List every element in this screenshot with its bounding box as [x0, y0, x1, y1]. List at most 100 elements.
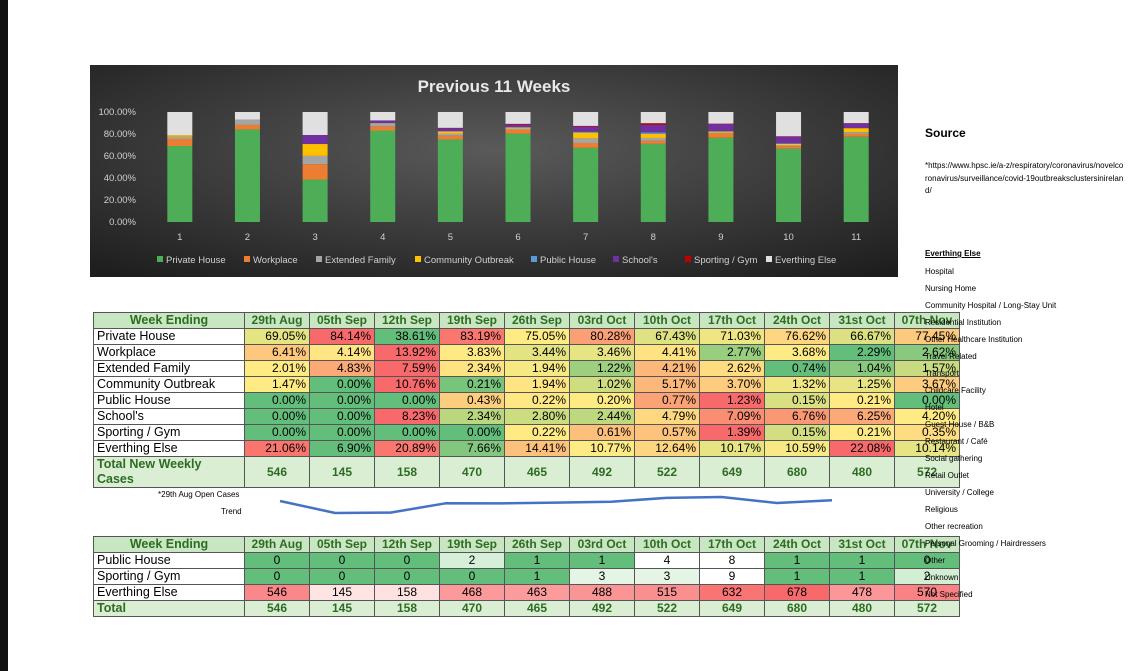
table-cell: 0.00%	[309, 408, 375, 425]
table-cell: 1	[569, 552, 635, 569]
week-header: 17th Oct	[699, 312, 765, 329]
week-header: 29th Aug	[244, 312, 310, 329]
bar-segment	[167, 112, 193, 136]
bar-segment	[505, 124, 531, 128]
table-cell: 1.94%	[504, 376, 570, 393]
y-tick-label: 40.00%	[104, 173, 137, 184]
total-cell: 480	[829, 456, 895, 488]
table-cell: 6.25%	[829, 408, 895, 425]
table-cell: 2.62%	[699, 360, 765, 377]
table-cell: 515	[634, 584, 700, 601]
row-label: Everthing Else	[93, 584, 245, 601]
bar-segment	[370, 120, 396, 123]
table-cell: 3	[634, 568, 700, 585]
chart-title: Previous 11 Weeks	[418, 77, 571, 96]
table-cell: 1	[764, 552, 830, 569]
bar-segment	[302, 179, 328, 222]
table-cell: 8	[699, 552, 765, 569]
total-cell: 572	[894, 600, 960, 617]
row-label: Sporting / Gym	[93, 424, 245, 441]
table-cell: 0	[309, 552, 375, 569]
source-title: Source	[925, 126, 966, 140]
table-cell: 9	[699, 568, 765, 585]
table-cell: 3.83%	[439, 344, 505, 361]
row-label: Private House	[93, 328, 245, 345]
table-cell: 1.04%	[829, 360, 895, 377]
table-cell: 2.62%	[894, 344, 960, 361]
total-cell: 492	[569, 600, 635, 617]
table-cell: 0	[374, 568, 440, 585]
list-item: Other Healthcare Institution	[925, 335, 1023, 344]
legend-swatch	[244, 256, 250, 262]
x-tick-label: 11	[851, 232, 861, 243]
bar-segment	[573, 131, 599, 133]
trend-sparkline	[279, 495, 833, 515]
x-tick-label: 5	[448, 232, 453, 243]
table-cell: 14.41%	[504, 440, 570, 457]
table-cell: 0	[439, 568, 505, 585]
table-cell: 38.61%	[374, 328, 440, 345]
list-item: Social gathering	[925, 454, 983, 463]
table-cell: 1.32%	[764, 376, 830, 393]
bar-segment	[302, 164, 328, 180]
everything-else-title: Everthing Else	[925, 249, 981, 258]
table-cell: 570	[894, 584, 960, 601]
table-row: School's 0.00% 0.00% 8.23% 2.34% 2.80% 2.44% 4.…	[93, 408, 960, 425]
bar-segment	[573, 138, 599, 143]
bar-segment	[843, 136, 869, 222]
table-cell: 1	[504, 552, 570, 569]
row-label: Extended Family	[93, 360, 245, 377]
table-cell: 67.43%	[634, 328, 700, 345]
bar-segment	[573, 147, 599, 222]
table-cell: 66.67%	[829, 328, 895, 345]
total-cell: 158	[374, 456, 440, 488]
table-cell: 0.43%	[439, 392, 505, 409]
table-cell: 1	[764, 568, 830, 585]
bar-segment	[437, 131, 463, 134]
legend-swatch	[415, 256, 421, 262]
bar-segment	[437, 111, 463, 128]
table-cell: 0.57%	[634, 424, 700, 441]
total-cell: 546	[244, 600, 310, 617]
total-cell: 649	[699, 456, 765, 488]
table-cell: 2.29%	[829, 344, 895, 361]
table-cell: 3.70%	[699, 376, 765, 393]
table-row: Everthing Else 21.06% 6.90% 20.89% 7.66% 14.4…	[93, 440, 960, 457]
table-cell: 2.34%	[439, 408, 505, 425]
stacked-bar-chart: Previous 11 Weeks 0.00% 20.00% 40.00% 60.00%…	[90, 65, 898, 277]
legend-label: Workplace	[253, 255, 298, 266]
table-cell: 0.20%	[569, 392, 635, 409]
total-cell: 680	[764, 600, 830, 617]
table-cell: 0.15%	[764, 424, 830, 441]
chart-background	[90, 65, 898, 277]
everything-else-list: Hospital Nursing Home Community Hospital /…	[925, 263, 1056, 603]
chart-svg: Previous 11 Weeks 0.00% 20.00% 40.00% 60.00%…	[90, 65, 898, 277]
bar-segment	[437, 133, 463, 136]
week-header: 12th Sep	[374, 312, 440, 329]
bar-segment	[302, 144, 328, 156]
total-cell: 158	[374, 600, 440, 617]
table-cell: 0.21%	[439, 376, 505, 393]
bar-segment	[505, 129, 531, 134]
bar-segment	[370, 123, 396, 127]
table-cell: 20.89%	[374, 440, 440, 457]
table-cell: 0.00%	[439, 424, 505, 441]
week-header: 03rd Oct	[569, 312, 635, 329]
total-cell: 522	[634, 456, 700, 488]
row-label: School's	[93, 408, 245, 425]
x-tick-label: 10	[783, 232, 794, 243]
week-header: 17th Oct	[699, 536, 765, 553]
bar-segment	[234, 124, 260, 130]
y-tick-label: 60.00%	[104, 151, 137, 162]
legend-label: Public House	[540, 255, 596, 266]
list-item: Hospital	[925, 267, 954, 276]
counts-table: Week Ending 29th Aug 05th Sep 12th Sep 19th …	[93, 536, 960, 617]
table-cell: 0.74%	[764, 360, 830, 377]
table-cell: 0.00%	[374, 392, 440, 409]
week-header: 10th Oct	[634, 312, 700, 329]
bar-segment	[776, 145, 802, 147]
table-row: Sporting / Gym 0.00% 0.00% 0.00% 0.00% 0.22% 0…	[93, 424, 960, 441]
bar-segment	[640, 112, 666, 124]
list-item: Unknown	[925, 573, 959, 582]
table-cell: 7.59%	[374, 360, 440, 377]
